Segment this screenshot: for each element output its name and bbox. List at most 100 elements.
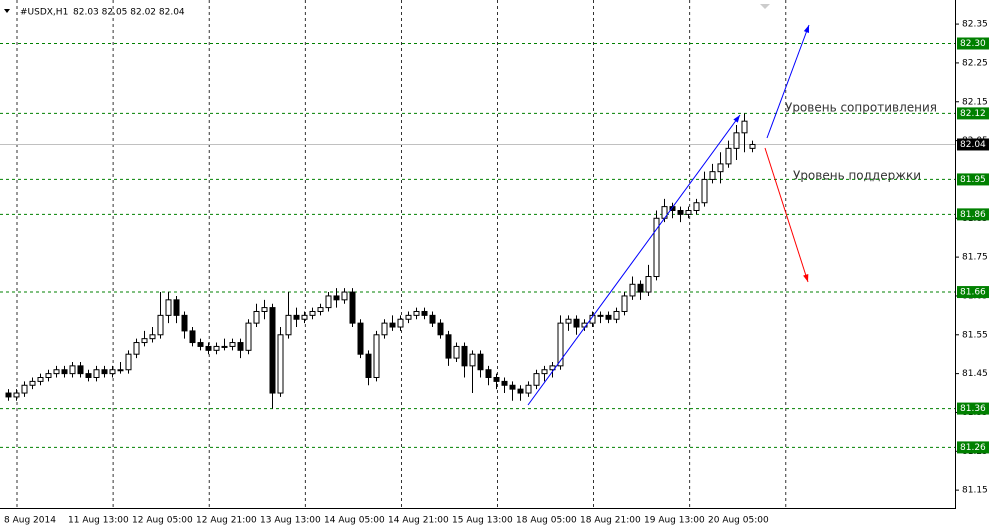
x-tick-label: 18 Aug 05:00 — [516, 516, 577, 526]
menu-triangle[interactable] — [4, 9, 10, 13]
drawn-arrow — [764, 147, 809, 283]
x-tick-label: 14 Aug 21:00 — [388, 516, 449, 526]
candle-body — [613, 310, 620, 320]
level-label-box — [957, 208, 989, 221]
level-label: 81.36 — [960, 404, 986, 414]
candle-body — [733, 132, 740, 149]
x-tick-label: 13 Aug 13:00 — [260, 516, 321, 526]
candle-body — [437, 322, 444, 336]
candle-body — [621, 295, 628, 312]
candle-body — [125, 353, 132, 371]
candle-body — [317, 307, 324, 312]
candle-body — [629, 283, 636, 297]
candle-body — [13, 392, 20, 398]
candle-body — [557, 322, 564, 367]
arrow-head — [803, 274, 809, 282]
level-label: 81.26 — [960, 443, 986, 453]
candle-body — [301, 314, 308, 320]
y-tick-label: 81.55 — [962, 330, 988, 340]
candle-body — [293, 314, 300, 320]
candle-body — [653, 217, 660, 278]
level-label-box — [957, 441, 989, 454]
x-tick-label: 18 Aug 21:00 — [580, 516, 641, 526]
candle-body — [373, 334, 380, 379]
candle-body — [85, 373, 92, 379]
candle-body — [509, 384, 516, 390]
candle-body — [93, 369, 100, 379]
candle-body — [477, 353, 484, 371]
candle-body — [229, 342, 236, 347]
candle-body — [77, 365, 84, 375]
candle-body — [157, 314, 164, 336]
candle-body — [165, 299, 172, 316]
level-label: 81.86 — [960, 210, 986, 220]
level-label: 81.66 — [960, 288, 986, 298]
y-tick-label: 82.15 — [962, 97, 988, 107]
candle-body — [253, 310, 260, 324]
candle-body — [589, 314, 596, 324]
annotation: Уровень сопротивления — [785, 101, 937, 115]
candle-body — [5, 392, 12, 398]
candle-body — [421, 310, 428, 316]
candle-body — [565, 318, 572, 324]
candle-body — [709, 171, 716, 180]
y-tick-label: 81.75 — [962, 253, 988, 263]
candle-body — [37, 377, 44, 382]
candle-body — [309, 310, 316, 316]
x-tick-label: 12 Aug 05:00 — [132, 516, 193, 526]
y-tick-label: 81.15 — [962, 486, 988, 496]
candle-body — [69, 365, 76, 375]
candle-body — [109, 369, 116, 375]
candle-body — [469, 353, 476, 367]
candle-body — [221, 345, 228, 348]
candle-body — [597, 314, 604, 317]
level-label-box — [957, 37, 989, 50]
x-tick-label: 15 Aug 13:00 — [452, 516, 513, 526]
candle-body — [45, 373, 52, 379]
candle-body — [717, 163, 724, 173]
current-price-label: 82.04 — [960, 140, 986, 150]
level-label: 81.95 — [960, 175, 986, 185]
candle-body — [605, 314, 612, 320]
candle-body — [693, 202, 700, 212]
y-tick-label: 82.25 — [962, 58, 988, 68]
x-tick-label: 19 Aug 13:00 — [644, 516, 705, 526]
candle-body — [485, 369, 492, 379]
candle-body — [701, 178, 708, 204]
candle-body — [389, 322, 396, 328]
x-tick-label: 14 Aug 05:00 — [324, 516, 385, 526]
x-tick-label: 12 Aug 21:00 — [196, 516, 257, 526]
candle-body — [461, 345, 468, 367]
y-tick-label: 82.35 — [962, 20, 988, 30]
candle-body — [405, 314, 412, 320]
candle-body — [445, 334, 452, 359]
candle-body — [181, 314, 188, 332]
level-label-box — [957, 173, 989, 186]
y-tick-label: 81.45 — [962, 369, 988, 379]
candle-body — [397, 318, 404, 328]
candle-body — [677, 210, 684, 215]
candle-body — [53, 369, 60, 375]
candle-body — [269, 307, 276, 394]
arrow-head — [803, 25, 809, 33]
x-tick-label: 11 Aug 13:00 — [68, 516, 129, 526]
quote: 82.03 82.05 82.02 82.04 — [73, 8, 185, 18]
candle-body — [741, 120, 748, 134]
candle-body — [349, 291, 356, 324]
candle-body — [133, 342, 140, 355]
candle-body — [637, 283, 644, 293]
candle-body — [21, 384, 28, 394]
arrow-head — [733, 115, 740, 123]
candle-body — [453, 345, 460, 359]
candle-body — [325, 295, 332, 309]
candle-body — [261, 307, 268, 312]
candle-body — [237, 342, 244, 351]
x-tick-label: 8 Aug 2014 — [4, 516, 56, 526]
candle-body — [173, 299, 180, 316]
candle-body — [197, 342, 204, 347]
vertical-grid — [16, 0, 787, 508]
candle-body — [725, 147, 732, 165]
level-label-box — [957, 286, 989, 299]
